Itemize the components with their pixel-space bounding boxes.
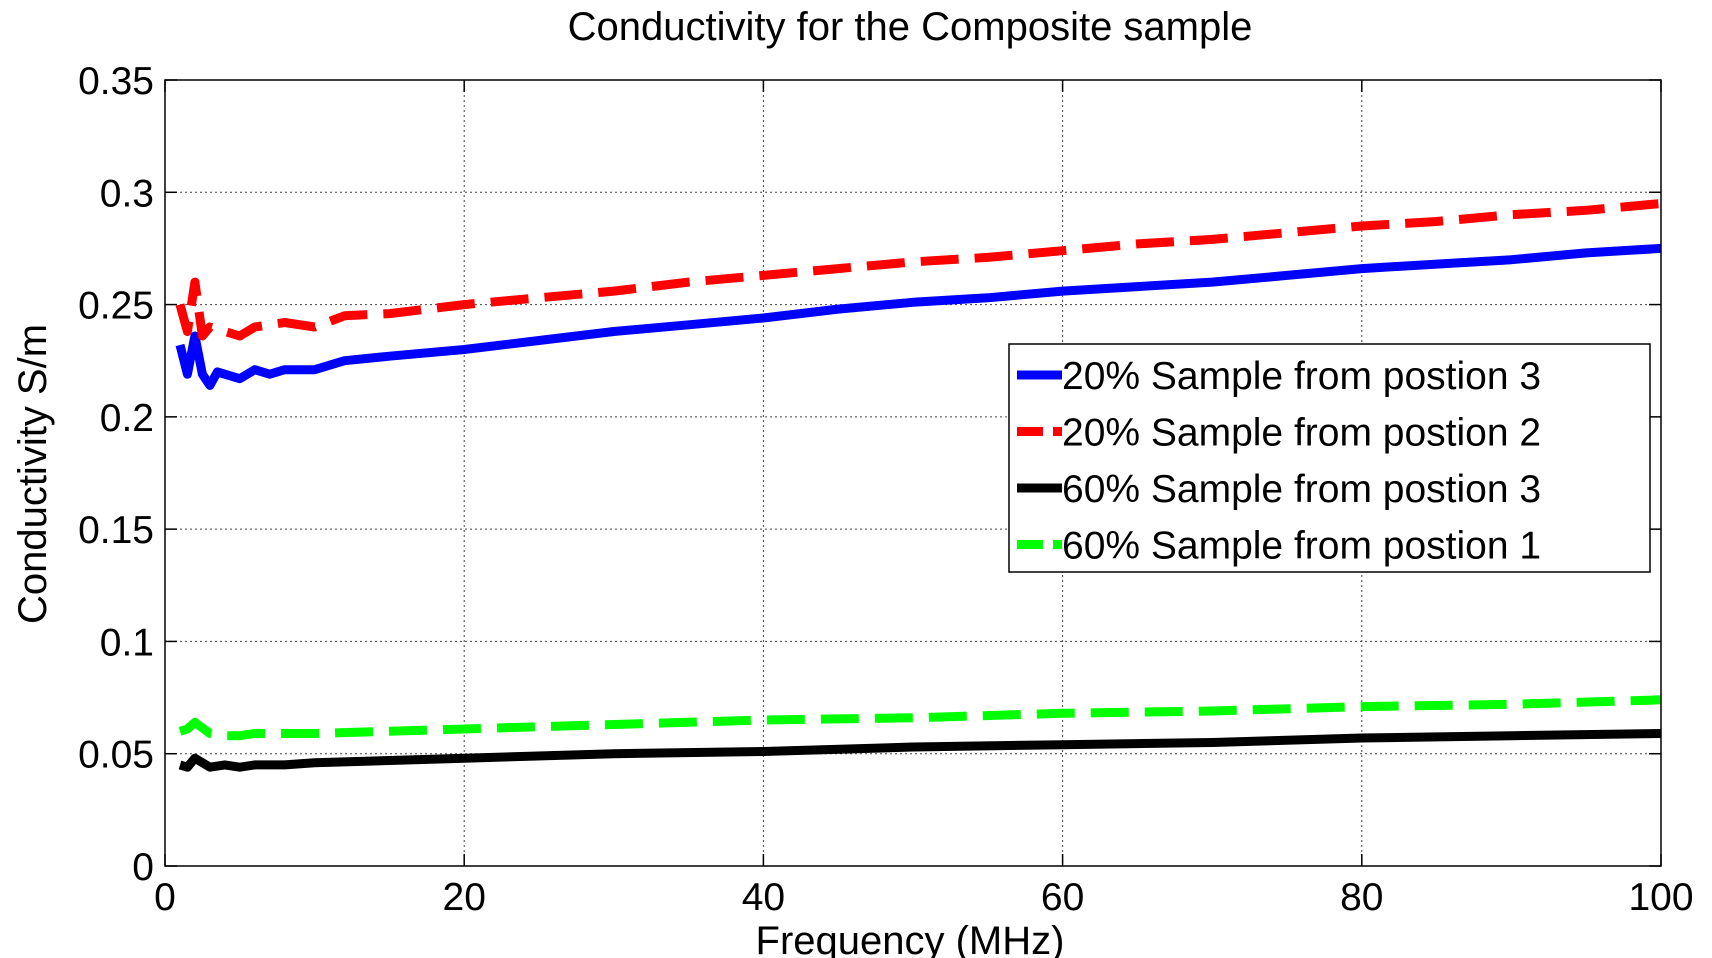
x-tick-label: 60: [1041, 876, 1084, 919]
y-axis-label: Conductivity S/m: [11, 324, 55, 624]
legend-label-1: 20% Sample from postion 3: [1062, 355, 1541, 398]
x-tick-labels: 0 20 40 60 80 100: [154, 876, 1693, 919]
series-line-3: [178, 729, 1662, 772]
x-tick-label: 40: [742, 876, 785, 919]
legend-items: 20% Sample from postion 3 20% Sample from…: [1017, 355, 1541, 568]
series-line-4: [178, 695, 1662, 741]
y-tick-label: 0.3: [100, 172, 154, 215]
x-tick-label: 80: [1340, 876, 1383, 919]
y-tick-label: 0: [132, 846, 154, 889]
legend-label-3: 60% Sample from postion 3: [1062, 468, 1541, 511]
x-tick-label: 100: [1628, 876, 1693, 919]
series-line-1: [175, 243, 1662, 390]
legend-box: [1008, 343, 1651, 573]
x-tick-label: 0: [154, 876, 176, 919]
y-tick-label: 0.35: [78, 60, 154, 103]
x-tick-label: 20: [443, 876, 486, 919]
y-tick-labels: 0 0.05 0.1 0.15 0.2 0.25 0.3 0.35: [78, 60, 154, 889]
legend: 20% Sample from postion 3 20% Sample from…: [1008, 343, 1651, 573]
legend-label-2: 20% Sample from postion 2: [1062, 412, 1541, 455]
plot-frame: [164, 79, 1662, 867]
tick-marks: [164, 79, 1662, 867]
y-tick-label: 0.15: [78, 509, 154, 552]
legend-label-4: 60% Sample from postion 1: [1062, 525, 1541, 568]
y-tick-label: 0.05: [78, 734, 154, 777]
series-layer: [175, 199, 1662, 772]
y-tick-label: 0.2: [100, 397, 154, 440]
x-axis-label: Frequency (MHz): [756, 919, 1065, 958]
series-line-2: [175, 199, 1662, 341]
chart-title: Conductivity for the Composite sample: [568, 5, 1253, 49]
y-tick-label: 0.1: [100, 621, 154, 664]
y-tick-label: 0.25: [78, 285, 154, 328]
